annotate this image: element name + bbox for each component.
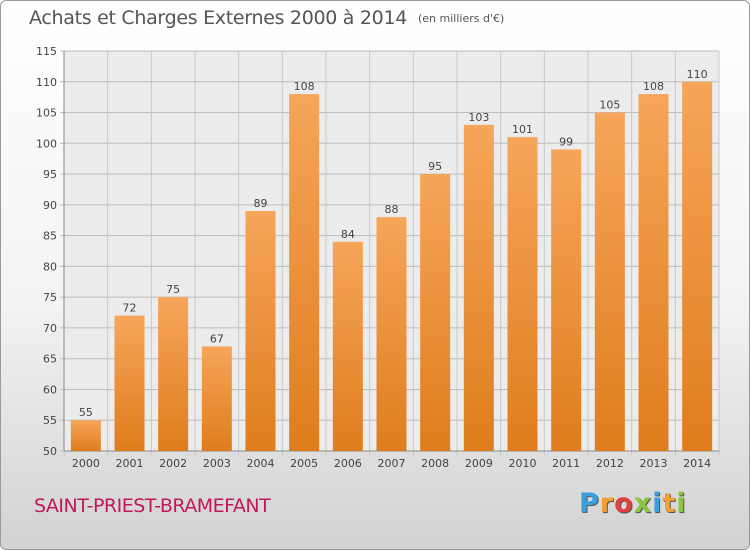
data-label-2013: 108 [643,80,664,93]
y-tick-label: 80 [43,260,57,273]
data-label-2004: 89 [254,197,268,210]
y-tick-label: 65 [43,353,57,366]
data-label-2006: 84 [341,228,355,241]
x-tick-label-2002: 2002 [159,457,187,470]
x-tick-label-2003: 2003 [203,457,231,470]
x-tick-label-2001: 2001 [116,457,144,470]
bar-2007 [376,217,407,451]
bar-2003 [201,346,232,451]
logo-letter: r [599,488,615,519]
y-tick-label: 90 [43,199,57,212]
logo-letter: i [676,488,687,519]
logo-letter: P [579,488,600,519]
y-tick-label: 50 [43,445,57,458]
data-label-2012: 105 [599,99,620,112]
x-tick-label-2004: 2004 [247,457,275,470]
bar-2001 [114,315,145,451]
bar-2008 [420,174,451,452]
bar-2005 [289,94,320,452]
y-tick-label: 115 [36,45,57,58]
bars [70,81,713,452]
x-tick-label-2007: 2007 [378,457,406,470]
y-tick-label: 75 [43,291,57,304]
bar-2009 [463,124,494,451]
logo-letter: t [662,488,677,519]
bar-2006 [332,241,363,451]
data-labels: 55 72 75 67 89 108 84 88 95 103 101 99 105 108 110 [79,68,708,419]
x-tick-label-2014: 2014 [683,457,711,470]
y-tick-label: 60 [43,383,57,396]
x-tick-label-2009: 2009 [465,457,493,470]
data-label-2007: 88 [385,203,399,216]
bar-2000 [70,420,101,451]
chart-title: Achats et Charges Externes 2000 à 2014 [29,7,408,29]
chart-subtitle: (en milliers d'€) [418,12,505,25]
logo-letter: i [652,488,663,519]
x-tick-label-2000: 2000 [72,457,100,470]
x-tick-label-2013: 2013 [640,457,668,470]
data-label-2009: 103 [468,111,489,124]
logo-letter: o [614,488,634,519]
x-tick-label-2006: 2006 [334,457,362,470]
y-tick-label: 70 [43,322,57,335]
bar-2011 [551,149,582,451]
bar-2014 [682,81,713,452]
data-label-2005: 108 [294,80,315,93]
data-label-2002: 75 [166,283,180,296]
x-tick-label-2012: 2012 [596,457,624,470]
bar-2004 [245,211,276,451]
y-tick-label: 85 [43,230,57,243]
data-label-2014: 110 [687,68,708,81]
data-label-2001: 72 [123,302,137,315]
data-label-2008: 95 [428,160,442,173]
x-tick-label-2005: 2005 [290,457,318,470]
bar-2002 [158,297,189,451]
logo-letter: x [633,488,653,519]
data-label-2010: 101 [512,123,533,136]
data-label-2003: 67 [210,332,224,345]
x-tick-label-2008: 2008 [421,457,449,470]
x-tick-label-2011: 2011 [552,457,580,470]
y-tick-label: 95 [43,168,57,181]
bar-2012 [594,112,625,452]
bar-2013 [638,94,669,452]
x-tick-label-2010: 2010 [509,457,537,470]
commune-name: SAINT-PRIEST-BRAMEFANT [34,495,271,517]
y-tick-label: 100 [36,137,57,150]
y-tick-label: 55 [43,414,57,427]
y-tick-label: 110 [36,76,57,89]
data-label-2011: 99 [559,135,573,148]
data-label-2000: 55 [79,406,93,419]
proxiti-logo: Proxiti [579,488,687,519]
bar-2010 [507,137,538,451]
y-tick-label: 105 [36,107,57,120]
